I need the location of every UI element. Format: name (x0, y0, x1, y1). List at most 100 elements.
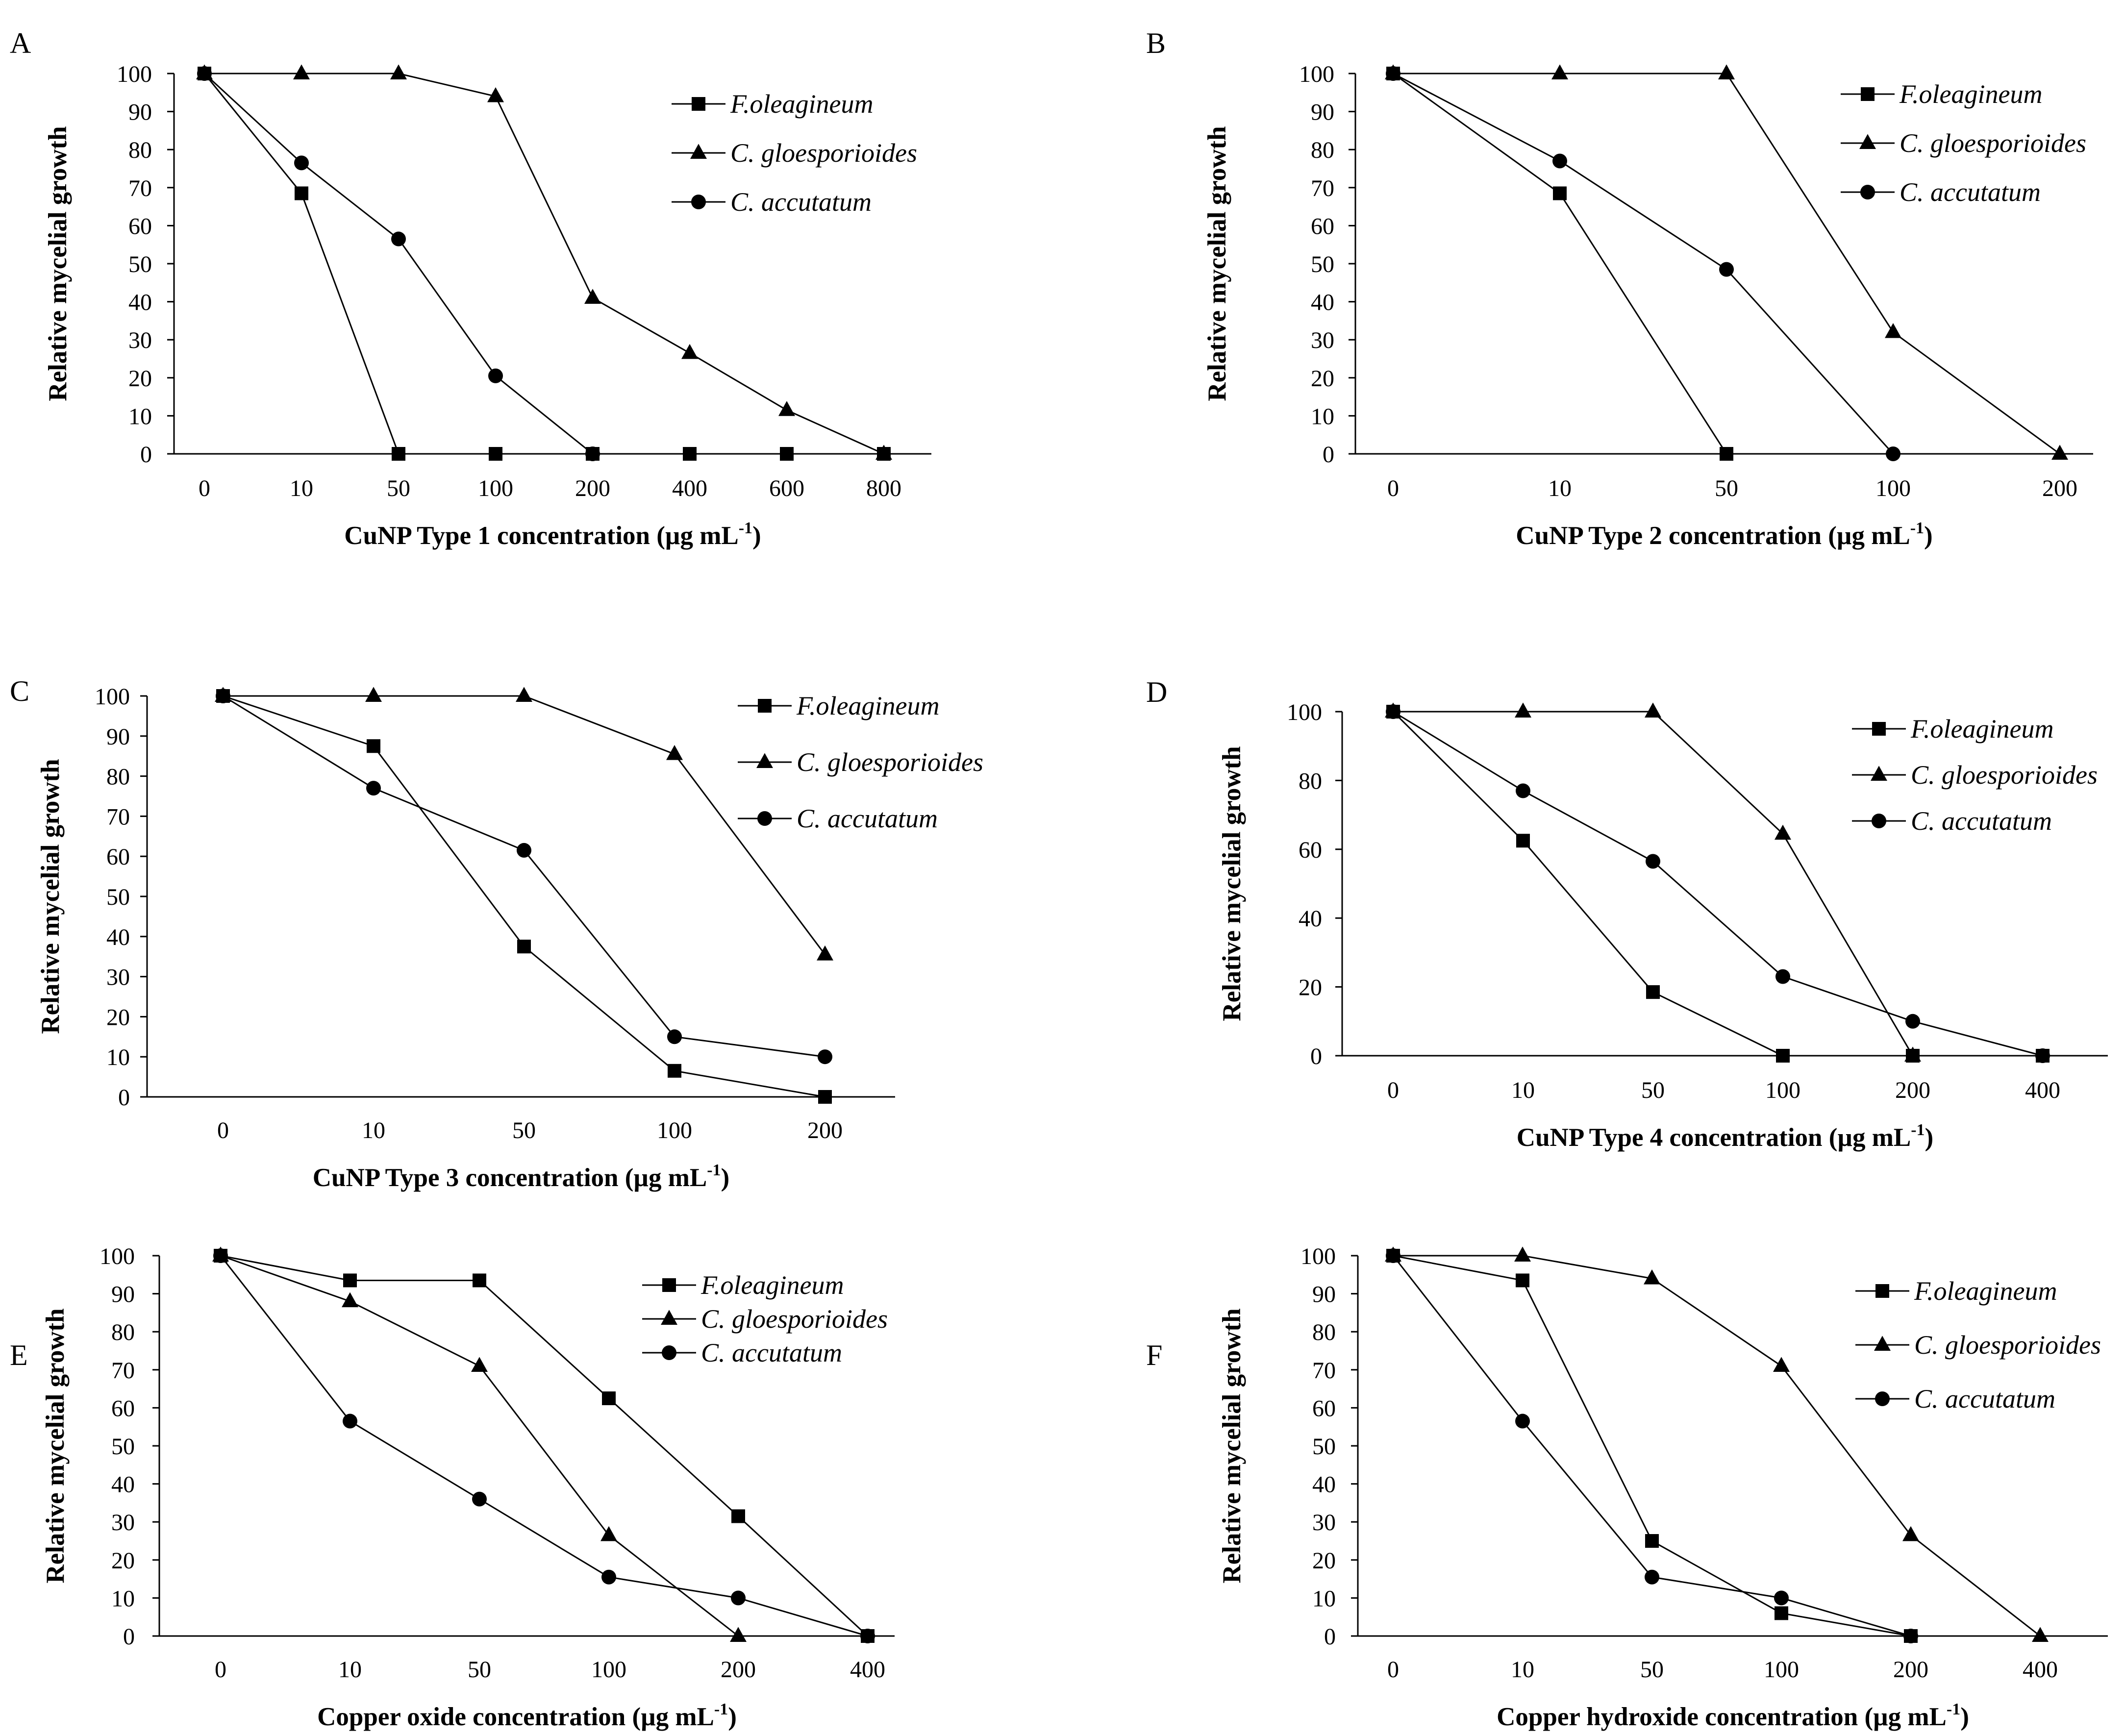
x-tick-label: 200 (1893, 1657, 1928, 1683)
marker-triangle (516, 687, 532, 702)
y-axis-title: Relative mycelial growth (36, 759, 65, 1034)
marker-circle (391, 231, 406, 247)
marker-circle (1386, 704, 1400, 719)
marker-circle (601, 1569, 616, 1585)
marker-triangle (2051, 445, 2068, 460)
y-tick-label: 50 (111, 1434, 135, 1460)
x-tick-label: 50 (1640, 1657, 1664, 1683)
x-tick-label: 800 (866, 475, 901, 501)
series-line (220, 1255, 869, 1637)
y-tick-label: 70 (1312, 1358, 1336, 1384)
y-tick-label: 70 (128, 175, 152, 201)
y-tick-label: 60 (1312, 1395, 1336, 1421)
panel-letter: C (10, 675, 29, 707)
x-axis-title-main: CuNP Type 2 concentration (µg mL (1516, 521, 1910, 550)
marker-triangle (1874, 1336, 1891, 1351)
marker-triangle (342, 1292, 358, 1308)
marker-circle (1646, 854, 1660, 869)
marker-square (1775, 1606, 1788, 1620)
x-tick-label: 100 (1875, 475, 1911, 501)
marker-square (692, 97, 705, 111)
marker-circle (1645, 1569, 1659, 1585)
marker-circle (1860, 185, 1875, 199)
x-tick-label: 200 (807, 1117, 843, 1143)
y-tick-label: 40 (1312, 1472, 1336, 1498)
x-axis-title-superscript: -1 (714, 1700, 728, 1718)
x-tick-label: 0 (1387, 1077, 1399, 1103)
marker-square (662, 1278, 676, 1292)
chart-panel-c: C 0 10 20 30 40 50 60 70 80 90 100 0 10 50 100 200 Relati… (10, 675, 983, 1192)
series-line (223, 695, 826, 955)
legend-label: F.oleagineum (730, 89, 873, 119)
y-tick-label: 90 (106, 724, 130, 750)
x-axis-title-superscript: -1 (1911, 1121, 1925, 1139)
marker-triangle (390, 64, 407, 79)
marker-circle (1774, 1590, 1789, 1606)
y-tick-label: 30 (106, 965, 130, 991)
series-circle (216, 689, 832, 1065)
marker-circle (1515, 1414, 1530, 1429)
y-tick-label: 100 (1287, 699, 1322, 725)
y-tick-label: 90 (111, 1282, 135, 1308)
panel-letter: B (1146, 27, 1166, 59)
legend-label: C. accutatum (1900, 177, 2041, 207)
legend-label: F.oleagineum (1899, 79, 2042, 109)
y-tick-label: 50 (1311, 251, 1334, 277)
legend: F.oleagineum C. gloesporioides C. accutatu… (672, 89, 917, 217)
marker-square (1720, 447, 1733, 461)
x-axis-title: CuNP Type 3 concentration (µg mL-1) (313, 1161, 729, 1192)
y-tick-label: 90 (1311, 99, 1334, 125)
x-tick-label: 0 (1387, 475, 1399, 501)
chart-panel-d: D 0 20 40 60 80 100 0 10 50 100 200 400 Relative myce… (1146, 676, 2108, 1152)
y-tick-label: 20 (106, 1004, 130, 1030)
y-tick-label: 20 (1312, 1548, 1336, 1574)
legend-label: F.oleagineum (1910, 714, 2053, 744)
x-axis-title: CuNP Type 4 concentration (µg mL-1) (1517, 1121, 1933, 1152)
marker-square (668, 1064, 681, 1078)
y-tick-label: 40 (111, 1472, 135, 1498)
chart-panel-f: F 0 10 20 30 40 50 60 70 80 90 100 0 10 50 100 200 400 Rel… (1146, 1243, 2108, 1731)
x-tick-label: 50 (1715, 475, 1738, 501)
y-tick-label: 30 (128, 327, 152, 353)
x-tick-label: 400 (850, 1657, 885, 1683)
series-line (223, 695, 825, 1058)
x-axis-title-main: CuNP Type 3 concentration (µg mL (313, 1164, 707, 1192)
legend: F.oleagineum C. gloesporioides C. accutatu… (1852, 714, 2098, 836)
marker-square (1861, 87, 1875, 101)
y-tick-label: 100 (100, 1243, 135, 1269)
marker-square (1872, 722, 1886, 736)
marker-circle (1386, 1248, 1400, 1263)
x-axis-title: Copper oxide concentration (µg mL-1) (317, 1700, 737, 1731)
series-line (220, 1255, 868, 1637)
marker-circle (757, 811, 772, 826)
marker-triangle (600, 1526, 617, 1541)
series-circle (1386, 66, 1900, 461)
x-axis-title-superscript: -1 (1910, 519, 1924, 537)
marker-triangle (817, 945, 833, 961)
marker-triangle (2032, 1627, 2049, 1642)
y-tick-label: 80 (106, 764, 130, 790)
y-axis-title: Relative mycelial growth (1218, 1308, 1246, 1583)
marker-triangle (690, 144, 707, 159)
marker-triangle (730, 1627, 747, 1642)
marker-triangle (487, 87, 504, 102)
y-tick-label: 60 (1311, 213, 1334, 239)
chart-panel-e: E 0 10 20 30 40 50 60 70 80 90 100 0 10 50 100 200 400 Rel… (10, 1243, 895, 1731)
marker-circle (517, 843, 531, 858)
y-axis-title: Relative mycelial growth (41, 1308, 70, 1583)
marker-triangle (293, 64, 310, 79)
x-tick-label: 0 (199, 475, 210, 501)
marker-square (295, 186, 308, 200)
y-tick-label: 60 (128, 213, 152, 239)
series-triangle (215, 687, 833, 961)
y-tick-label: 10 (128, 403, 152, 429)
x-tick-label: 200 (2042, 475, 2077, 501)
y-tick-label: 90 (1312, 1282, 1336, 1308)
x-axis-title-superscript: -1 (1947, 1700, 1960, 1718)
x-tick-label: 100 (1764, 1657, 1799, 1683)
x-tick-label: 600 (769, 475, 804, 501)
marker-circle (691, 195, 706, 209)
marker-circle (667, 1029, 682, 1044)
marker-triangle (1645, 702, 1661, 718)
marker-triangle (584, 289, 601, 304)
